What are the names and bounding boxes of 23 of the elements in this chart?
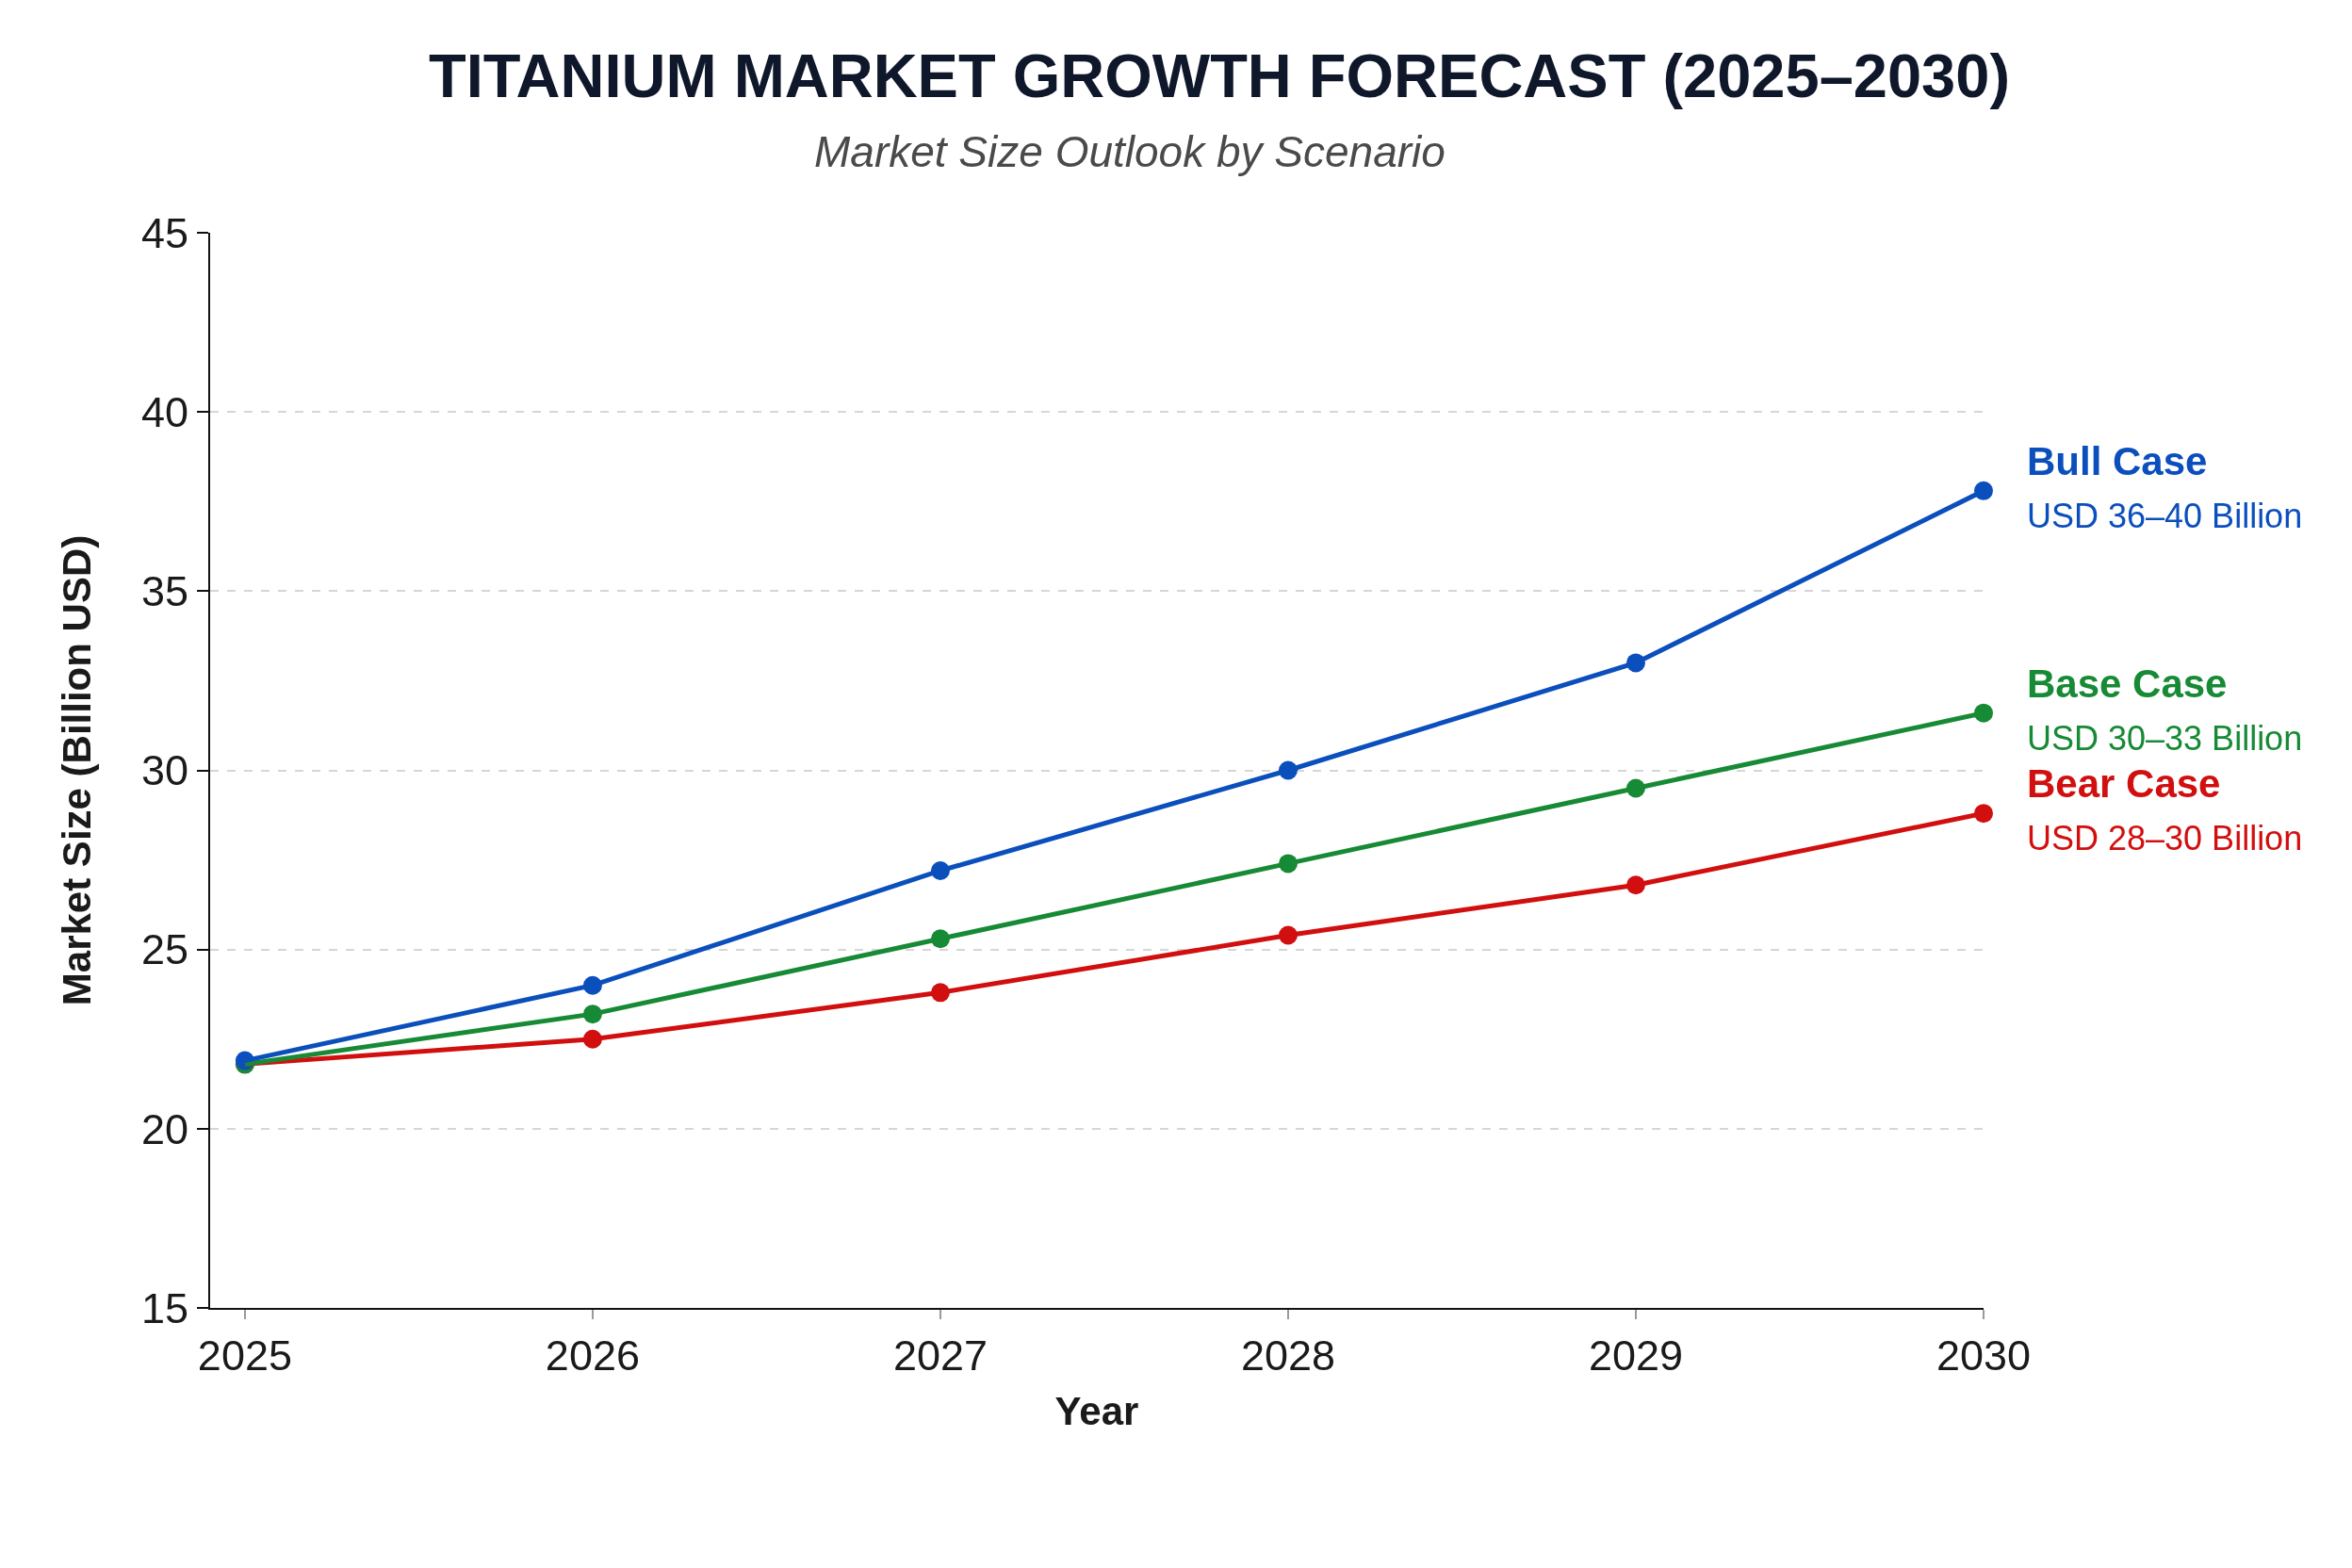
x-tick-label: 2030 (1936, 1331, 2032, 1380)
x-tick-label: 2029 (1588, 1331, 1684, 1380)
series-label: Bull Case (2027, 439, 2208, 483)
x-tick-label: 2026 (545, 1331, 640, 1380)
y-tick-label: 20 (140, 1104, 188, 1153)
text: USD 36–40 Billion (2027, 497, 2303, 535)
chart-subtitle: Market Size Outlook by Scenario (814, 127, 1446, 176)
y-tick-label: 25 (140, 925, 188, 974)
x-tick-label: 2025 (197, 1331, 292, 1380)
text: USD 28–30 Billion (2027, 819, 2303, 858)
y-tick-label: 15 (140, 1283, 188, 1332)
y-tick-label: 30 (140, 746, 188, 795)
y-tick-label: 35 (140, 567, 188, 616)
chart-title: TITANIUM MARKET GROWTH FORECAST (2025–2030) (428, 41, 2011, 110)
x-axis-title: Year (1054, 1389, 1139, 1434)
x-tick-label: 2027 (892, 1331, 988, 1380)
y-tick-label: 45 (140, 208, 188, 257)
x-tick-label: 2028 (1240, 1331, 1336, 1380)
series-label: Base Case (2027, 662, 2228, 706)
series-label: Bear Case (2027, 761, 2221, 806)
text: USD 30–33 Billion (2027, 719, 2303, 758)
y-tick-label: 40 (140, 387, 188, 436)
y-axis-title: Market Size (Billion USD) (55, 534, 100, 1006)
